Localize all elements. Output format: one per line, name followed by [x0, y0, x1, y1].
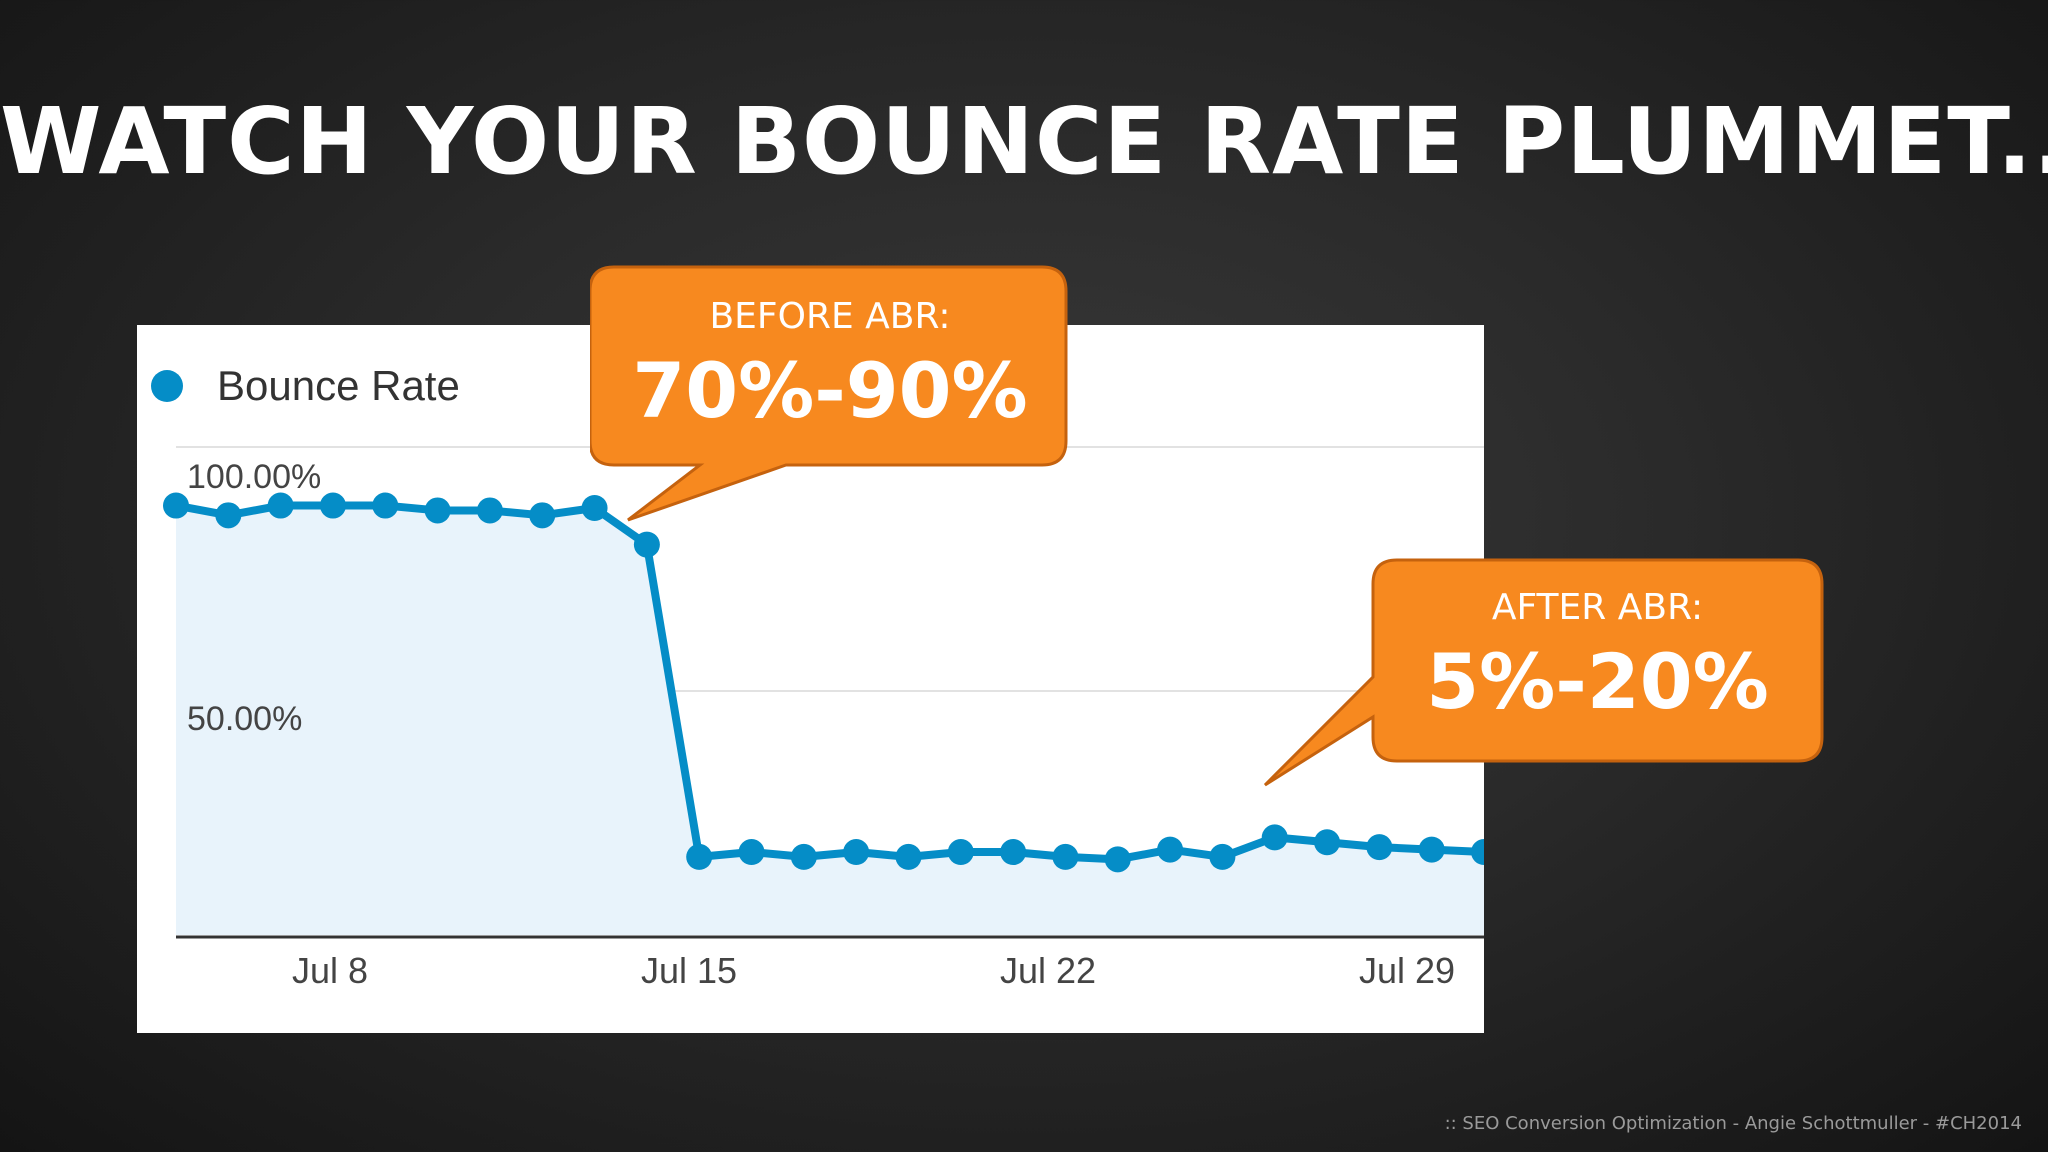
after-abr-callout: AFTER ABR: 5%-20% — [1262, 557, 1827, 789]
data-point — [790, 843, 817, 870]
data-point — [215, 502, 242, 529]
after-callout-value: 5%-20% — [1426, 637, 1769, 726]
data-point — [319, 492, 346, 519]
data-point — [1471, 839, 1484, 866]
data-point — [895, 843, 922, 870]
data-point — [267, 492, 294, 519]
data-point — [633, 531, 660, 558]
data-point — [738, 839, 765, 866]
chart-legend: Bounce Rate — [151, 361, 460, 411]
before-abr-callout: BEFORE ABR: 70%-90% — [590, 264, 1070, 524]
data-point — [1000, 839, 1027, 866]
x-tick-label: Jul 8 — [291, 950, 369, 991]
data-point — [476, 497, 503, 524]
data-point — [163, 492, 189, 519]
legend-swatch — [151, 370, 183, 402]
slide-footer: :: SEO Conversion Optimization - Angie S… — [1444, 1113, 2022, 1134]
data-point — [581, 495, 608, 521]
data-point — [1366, 834, 1393, 861]
x-tick-label: Jul 15 — [640, 950, 738, 991]
data-point — [1261, 824, 1288, 851]
data-point — [424, 497, 451, 524]
y-tick-label: 50.00% — [187, 700, 303, 738]
x-tick-label: Jul 29 — [1358, 950, 1456, 991]
data-point — [1314, 829, 1341, 856]
before-callout-value: 70%-90% — [632, 346, 1028, 435]
before-callout-fill — [590, 265, 1068, 522]
after-callout-fill — [1263, 558, 1824, 787]
data-point — [1104, 846, 1131, 873]
data-point — [529, 502, 556, 529]
legend-label: Bounce Rate — [217, 362, 460, 409]
data-point — [1418, 836, 1445, 863]
data-point — [1209, 843, 1236, 870]
before-callout-heading: BEFORE ABR: — [709, 296, 951, 337]
y-tick-label: 100.00% — [187, 458, 322, 496]
data-point — [372, 492, 399, 519]
before-callout-bubble — [590, 265, 1068, 522]
after-callout-heading: AFTER ABR: — [1491, 587, 1704, 628]
data-point — [686, 843, 713, 870]
slide-title: WATCH YOUR BOUNCE RATE PLUMMET... — [0, 88, 2048, 195]
data-point — [843, 839, 870, 866]
after-callout-bubble — [1263, 558, 1824, 787]
series-area — [176, 505, 1484, 935]
data-point — [947, 839, 974, 866]
bounce-rate-chart — [163, 446, 1484, 939]
data-point — [1052, 843, 1079, 870]
x-tick-label: Jul 22 — [999, 950, 1097, 991]
data-point — [1157, 836, 1184, 863]
